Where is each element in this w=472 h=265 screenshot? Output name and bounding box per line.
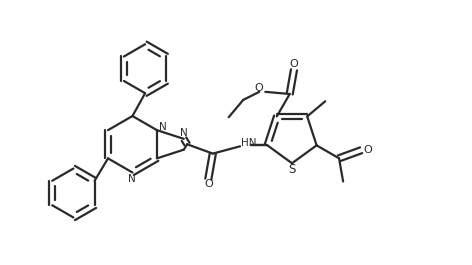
Text: HN: HN: [241, 139, 256, 148]
Text: N: N: [128, 174, 136, 184]
Text: O: O: [363, 145, 371, 155]
Text: O: O: [204, 179, 213, 189]
Text: N: N: [159, 122, 167, 132]
Text: O: O: [290, 59, 298, 69]
Text: O: O: [255, 83, 263, 93]
Text: N: N: [180, 128, 188, 138]
Text: S: S: [288, 163, 295, 176]
